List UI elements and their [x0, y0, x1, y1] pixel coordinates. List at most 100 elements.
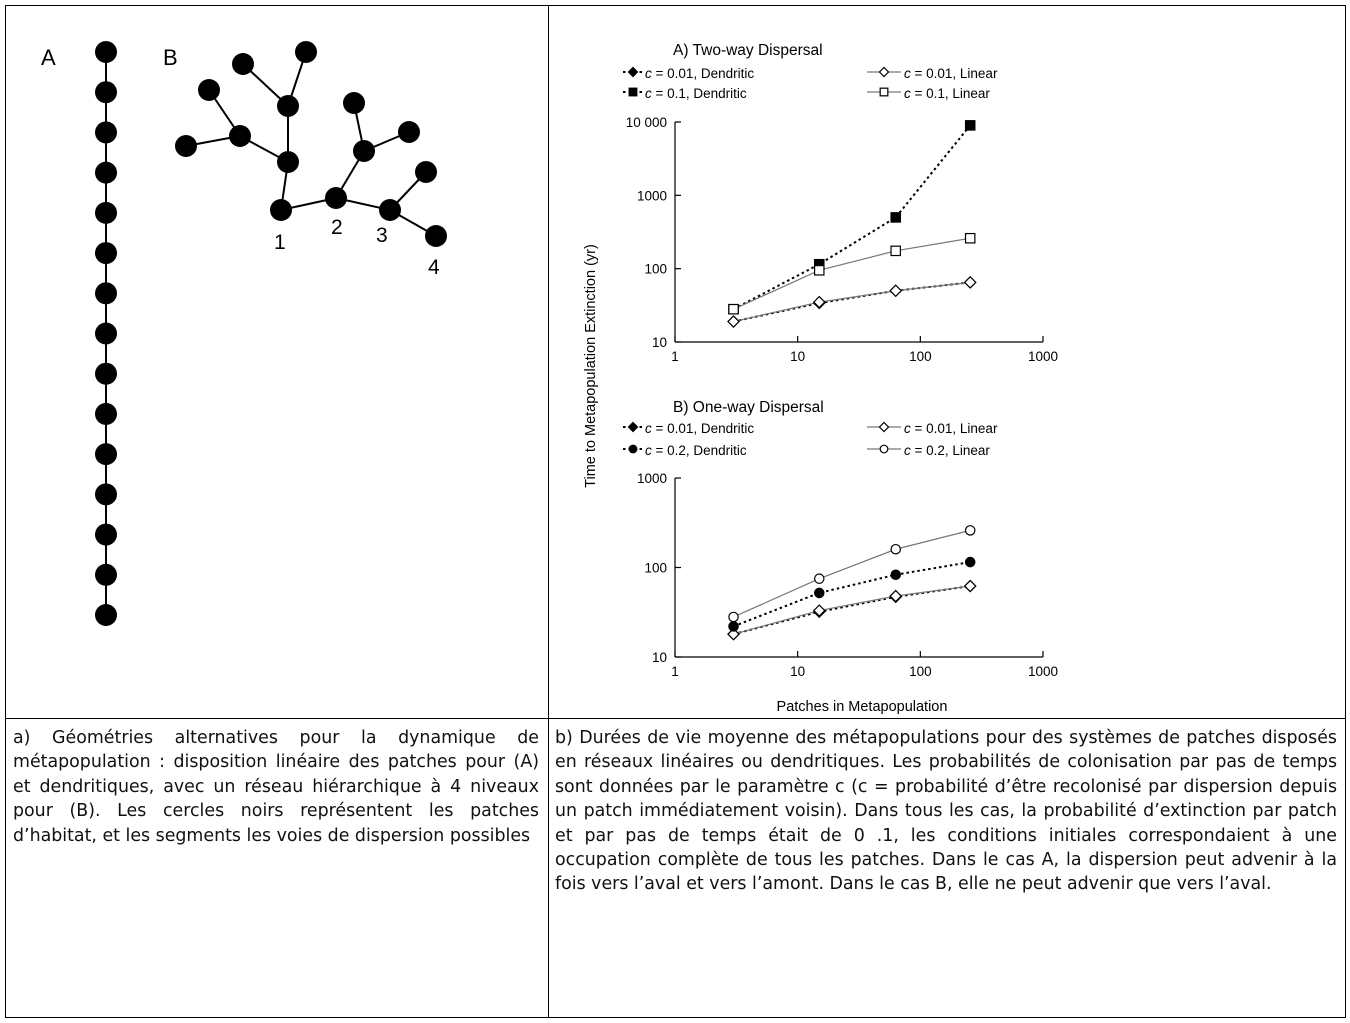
linear-patch — [95, 443, 117, 465]
linear-patch — [95, 564, 117, 586]
data-point — [965, 581, 976, 592]
dendritic-patch — [270, 199, 292, 221]
linear-patch — [95, 202, 117, 224]
y-tick-label: 1000 — [637, 188, 667, 203]
y-tick-label: 1000 — [637, 471, 667, 486]
data-point — [965, 277, 976, 288]
series-line — [734, 125, 971, 309]
chart-panel-a: 1 10 100 1000 10 100 1000 10 000 — [623, 68, 1058, 365]
chart-panel-b: 1 10 100 1000 10 100 1000 — [623, 423, 1058, 680]
data-point — [814, 297, 825, 308]
linear-patch — [95, 121, 117, 143]
data-point — [815, 588, 824, 597]
series-line — [734, 282, 971, 321]
legend-a-3: c = 0.1, Linear — [904, 86, 990, 101]
data-point — [728, 316, 739, 327]
dendritic-patch — [232, 53, 254, 75]
caption-a: a) Géométries alternatives pour la dynam… — [13, 726, 539, 848]
data-point — [891, 213, 900, 222]
linear-patch — [95, 41, 117, 63]
x-tick-label: 10 — [790, 664, 805, 679]
legend-a-0: c = 0.01, Dendritic — [645, 66, 754, 81]
data-point — [891, 545, 900, 554]
data-point — [629, 68, 638, 77]
linear-patch — [95, 282, 117, 304]
y-tick-label: 100 — [644, 262, 667, 277]
label-a: A — [41, 45, 56, 70]
dendritic-patch — [229, 125, 251, 147]
charts-area: A) Two-way Dispersal c = 0.01, Dendritic… — [549, 6, 1344, 718]
y-tick-label: 10 — [652, 650, 667, 665]
legend-b-0: c = 0.01, Dendritic — [645, 421, 754, 436]
dendritic-patch — [425, 225, 447, 247]
x-axis-label: Patches in Metapopulation — [777, 699, 948, 715]
linear-patch — [95, 403, 117, 425]
plot-layers: 1 10 100 100010100100010 0001 10 100 100010100… — [623, 68, 1058, 680]
legend-b-2: c = 0.2, Dendritic — [645, 443, 747, 458]
dendritic-network — [175, 41, 447, 247]
x-tick-label: 1 — [671, 664, 679, 679]
level-label-4: 4 — [428, 256, 440, 279]
linear-patch — [95, 483, 117, 505]
series-line — [734, 586, 971, 634]
chart-b-title: B) One-way Dispersal — [673, 399, 824, 416]
dendritic-patch — [325, 187, 347, 209]
caption-b: b) Durées de vie moyenne des métapopulat… — [555, 726, 1337, 897]
level-label-3: 3 — [376, 224, 388, 247]
x-tick-label: 1 — [671, 349, 679, 364]
linear-network — [95, 41, 117, 626]
linear-patch — [95, 162, 117, 184]
dendritic-patch — [175, 135, 197, 157]
data-point — [815, 266, 824, 275]
dendritic-patch — [398, 121, 420, 143]
dendritic-patch — [295, 41, 317, 63]
dendritic-patch — [353, 140, 375, 162]
data-point — [966, 557, 975, 566]
chart-a-title: A) Two-way Dispersal — [673, 42, 823, 59]
legend-b-1: c = 0.01, Linear — [904, 421, 998, 436]
data-point — [880, 423, 889, 432]
data-point — [629, 445, 637, 453]
level-label-2: 2 — [331, 216, 343, 239]
data-point — [729, 612, 738, 621]
data-point — [629, 423, 638, 432]
linear-patch — [95, 363, 117, 385]
data-point — [891, 570, 900, 579]
data-point — [814, 605, 825, 616]
data-point — [815, 574, 824, 583]
dendritic-patch — [379, 199, 401, 221]
legend-a-1: c = 0.01, Linear — [904, 66, 998, 81]
data-point — [966, 526, 975, 535]
series-line — [734, 562, 971, 626]
legend-a-2: c = 0.1, Dendritic — [645, 86, 747, 101]
x-tick-label: 100 — [909, 664, 932, 679]
dendritic-patch — [343, 92, 365, 114]
data-point — [890, 285, 901, 296]
series-line — [734, 282, 971, 321]
data-point — [729, 622, 738, 631]
series-line — [734, 586, 971, 634]
data-point — [966, 121, 975, 130]
data-point — [891, 246, 900, 255]
y-tick-label: 100 — [644, 561, 667, 576]
series-line — [734, 238, 971, 309]
legend-b-3: c = 0.2, Linear — [904, 443, 990, 458]
data-point — [890, 591, 901, 602]
data-point — [729, 305, 738, 314]
data-point — [966, 234, 975, 243]
y-tick-label: 10 — [652, 335, 667, 350]
x-tick-label: 1000 — [1028, 664, 1058, 679]
x-tick-label: 10 — [790, 349, 805, 364]
data-point — [880, 88, 888, 96]
linear-patch — [95, 604, 117, 626]
y-axis-label: Time to Metapopulation Extinction (yr) — [583, 244, 599, 488]
network-diagram: A B 1 2 3 4 — [6, 6, 546, 716]
linear-patch — [95, 524, 117, 546]
linear-patch — [95, 323, 117, 345]
dendritic-patch — [198, 79, 220, 101]
label-b: B — [163, 45, 178, 70]
dendritic-patch — [277, 95, 299, 117]
linear-patch — [95, 242, 117, 264]
linear-patch — [95, 81, 117, 103]
data-point — [629, 88, 637, 96]
